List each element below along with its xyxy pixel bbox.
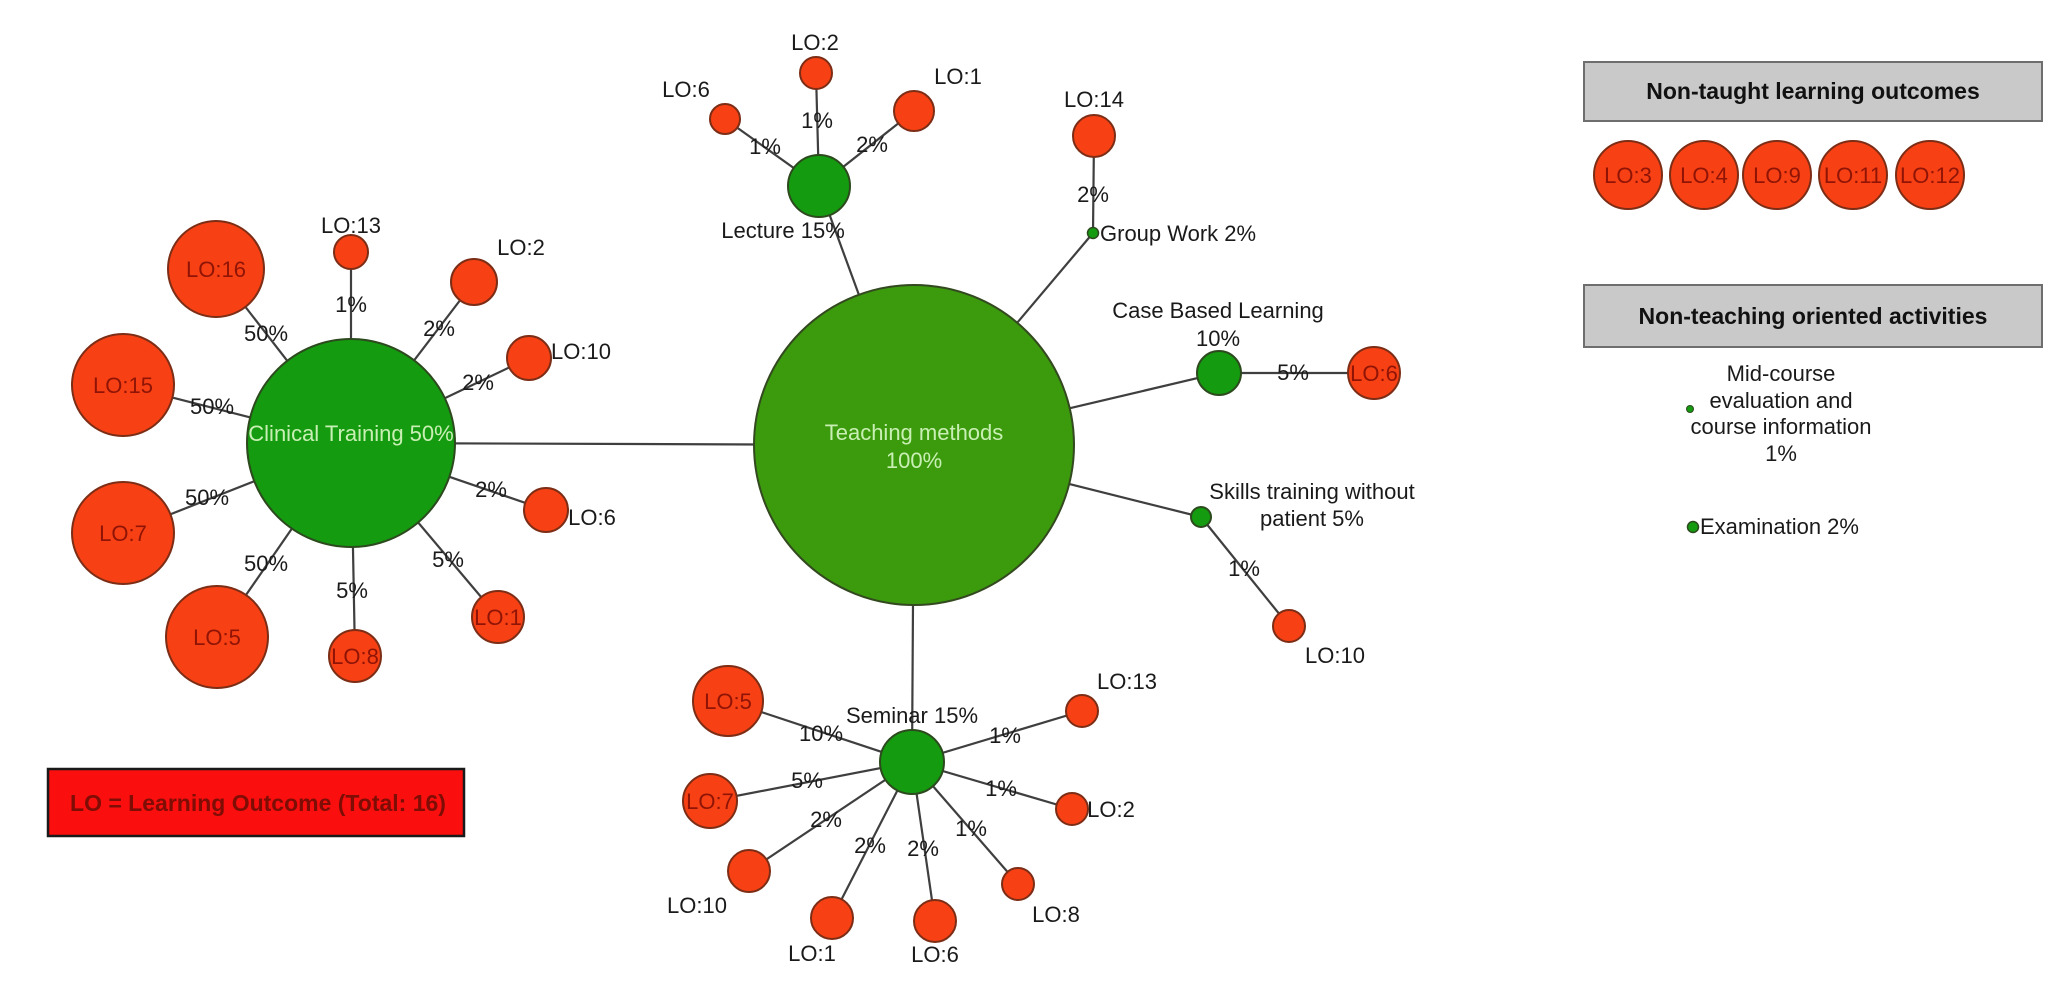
svg-text:1%: 1% xyxy=(749,134,781,159)
svg-text:Case Based Learning: Case Based Learning xyxy=(1112,298,1324,323)
svg-text:10%: 10% xyxy=(1196,326,1240,351)
svg-text:1%: 1% xyxy=(335,292,367,317)
svg-text:LO:13: LO:13 xyxy=(321,213,381,238)
svg-text:LO:12: LO:12 xyxy=(1900,163,1960,188)
svg-text:LO:6: LO:6 xyxy=(662,77,710,102)
svg-text:Mid-course: Mid-course xyxy=(1727,361,1836,386)
svg-text:100%: 100% xyxy=(886,448,942,473)
svg-text:1%: 1% xyxy=(1765,441,1797,466)
svg-text:LO:10: LO:10 xyxy=(1305,643,1365,668)
svg-text:LO:1: LO:1 xyxy=(934,64,982,89)
svg-text:10%: 10% xyxy=(799,721,843,746)
svg-text:Non-taught learning outcomes: Non-taught learning outcomes xyxy=(1646,78,1980,104)
svg-text:LO:4: LO:4 xyxy=(1680,163,1728,188)
svg-text:5%: 5% xyxy=(336,578,368,603)
svg-text:LO:6: LO:6 xyxy=(911,942,959,967)
svg-text:Lecture 15%: Lecture 15% xyxy=(721,218,845,243)
svg-text:LO:15: LO:15 xyxy=(93,373,153,398)
svg-text:2%: 2% xyxy=(810,807,842,832)
svg-text:LO = Learning Outcome (Total:: LO = Learning Outcome (Total: 16) xyxy=(70,790,446,816)
svg-text:Examination 2%: Examination 2% xyxy=(1700,514,1859,539)
svg-text:patient 5%: patient 5% xyxy=(1260,506,1364,531)
svg-text:LO:6: LO:6 xyxy=(568,505,616,530)
svg-text:50%: 50% xyxy=(244,321,288,346)
svg-text:5%: 5% xyxy=(1277,360,1309,385)
svg-text:LO:5: LO:5 xyxy=(193,625,241,650)
svg-text:LO:8: LO:8 xyxy=(331,644,379,669)
svg-text:course information: course information xyxy=(1691,414,1872,439)
svg-text:LO:7: LO:7 xyxy=(99,521,147,546)
svg-text:2%: 2% xyxy=(462,370,494,395)
svg-text:Seminar 15%: Seminar 15% xyxy=(846,703,978,728)
svg-text:2%: 2% xyxy=(423,316,455,341)
svg-text:1%: 1% xyxy=(989,723,1021,748)
svg-text:evaluation and: evaluation and xyxy=(1709,388,1852,413)
svg-text:Clinical Training 50%: Clinical Training 50% xyxy=(248,421,453,446)
svg-text:LO:2: LO:2 xyxy=(1087,797,1135,822)
svg-text:LO:7: LO:7 xyxy=(686,789,734,814)
svg-text:LO:11: LO:11 xyxy=(1824,163,1882,188)
svg-text:LO:2: LO:2 xyxy=(497,235,545,260)
svg-text:LO:1: LO:1 xyxy=(788,941,836,966)
svg-text:LO:8: LO:8 xyxy=(1032,902,1080,927)
svg-text:LO:10: LO:10 xyxy=(667,893,727,918)
svg-text:5%: 5% xyxy=(432,547,464,572)
svg-text:LO:9: LO:9 xyxy=(1753,163,1801,188)
svg-text:50%: 50% xyxy=(244,551,288,576)
svg-text:50%: 50% xyxy=(190,394,234,419)
svg-text:50%: 50% xyxy=(185,485,229,510)
svg-text:Teaching methods: Teaching methods xyxy=(825,420,1004,445)
svg-text:2%: 2% xyxy=(907,836,939,861)
svg-text:1%: 1% xyxy=(985,776,1017,801)
svg-text:LO:10: LO:10 xyxy=(551,339,611,364)
svg-text:Non-teaching oriented activiti: Non-teaching oriented activities xyxy=(1639,303,1988,329)
svg-text:LO:1: LO:1 xyxy=(474,605,522,630)
svg-text:Skills training without: Skills training without xyxy=(1209,479,1414,504)
svg-text:LO:2: LO:2 xyxy=(791,30,839,55)
svg-text:1%: 1% xyxy=(955,816,987,841)
svg-text:LO:13: LO:13 xyxy=(1097,669,1157,694)
svg-text:1%: 1% xyxy=(801,108,833,133)
svg-text:LO:6: LO:6 xyxy=(1350,361,1398,386)
svg-text:LO:16: LO:16 xyxy=(186,257,246,282)
svg-text:Group Work 2%: Group Work 2% xyxy=(1100,221,1256,246)
svg-text:LO:3: LO:3 xyxy=(1604,163,1652,188)
svg-text:LO:14: LO:14 xyxy=(1064,87,1124,112)
svg-text:LO:5: LO:5 xyxy=(704,689,752,714)
svg-text:5%: 5% xyxy=(791,768,823,793)
svg-text:2%: 2% xyxy=(475,477,507,502)
svg-text:2%: 2% xyxy=(854,833,886,858)
svg-text:2%: 2% xyxy=(856,132,888,157)
svg-text:2%: 2% xyxy=(1077,182,1109,207)
svg-text:1%: 1% xyxy=(1228,556,1260,581)
